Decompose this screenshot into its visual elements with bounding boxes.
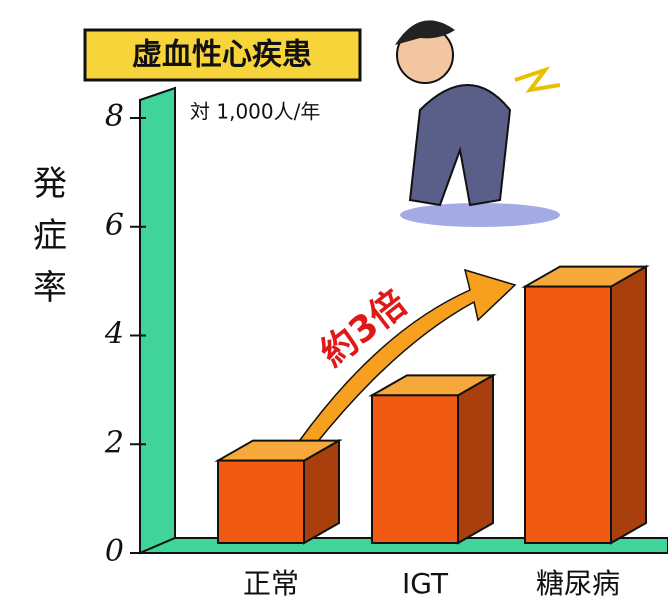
x-tick-label: 正常 <box>243 567 299 600</box>
bar <box>371 394 459 544</box>
bar-side <box>610 264 647 545</box>
chart-title: 虚血性心疾患 <box>132 38 312 73</box>
annotation: 約3倍 <box>313 283 415 375</box>
x-tick-label: 糖尿病 <box>536 567 620 600</box>
figure-illustration <box>395 20 561 227</box>
trend-arrow <box>298 268 517 446</box>
y-axis-label: 発症率 <box>27 165 67 321</box>
unit-label: 対 1,000人/年 <box>190 100 320 124</box>
bar <box>524 285 612 544</box>
y-tick-label: 6 <box>105 208 124 243</box>
bar-side <box>457 373 494 545</box>
axis-wall <box>139 86 176 555</box>
x-tick-label: IGT <box>402 567 449 600</box>
y-tick-label: 8 <box>105 99 124 134</box>
y-tick-label: 4 <box>104 317 124 352</box>
y-tick-label: 0 <box>105 534 124 569</box>
bar <box>217 459 305 544</box>
title-box <box>83 28 362 82</box>
y-tick-label: 2 <box>104 425 124 460</box>
